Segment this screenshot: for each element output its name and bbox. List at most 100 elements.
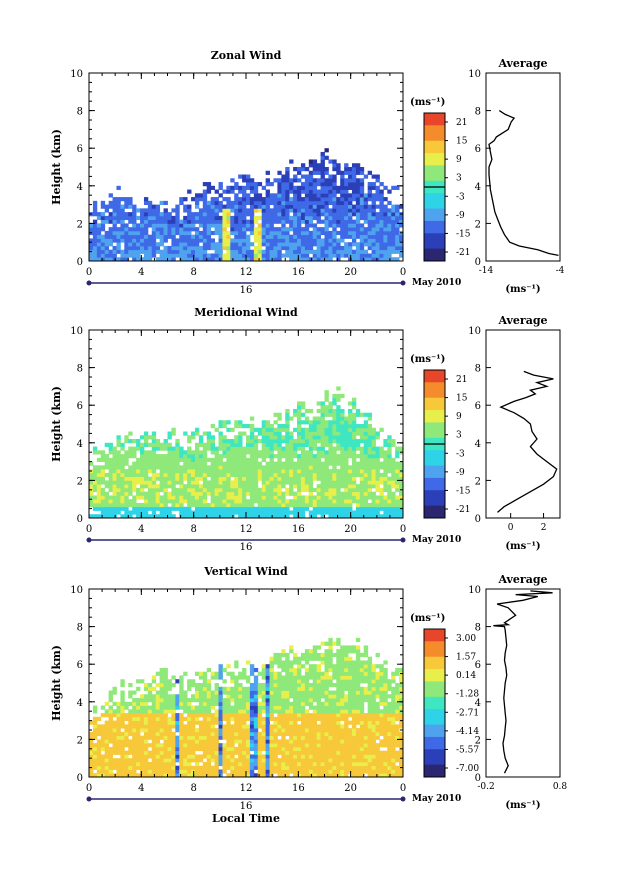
heatmap-cell <box>257 716 263 721</box>
heatmap-cell <box>281 197 286 202</box>
heatmap-cell <box>222 506 227 511</box>
heatmap-cell <box>367 495 373 500</box>
heatmap-cell <box>336 212 341 217</box>
heatmap-cell <box>198 230 204 236</box>
heatmap-cell <box>191 731 196 737</box>
heatmap-cell <box>222 472 227 478</box>
heatmap-cell <box>222 761 227 767</box>
heatmap-cell <box>198 197 204 202</box>
heatmap-cell <box>336 405 341 410</box>
heatmap-cell <box>348 424 353 429</box>
heatmap-cell <box>222 495 227 500</box>
heatmap-cell <box>198 701 204 706</box>
heatmap-cell <box>304 690 310 695</box>
heatmap-cell <box>238 454 243 459</box>
heatmap-cell <box>253 758 259 763</box>
heatmap-cell <box>238 450 243 455</box>
heatmap-cell <box>348 495 353 500</box>
heatmap-cell <box>108 242 113 247</box>
heatmap-cell <box>293 656 298 661</box>
heatmap-cell <box>163 724 168 729</box>
heatmap-cell <box>194 476 200 481</box>
heatmap-cell <box>143 758 149 763</box>
heatmap-cell <box>179 200 184 205</box>
heatmap-cell <box>320 155 325 160</box>
heatmap-cell <box>340 491 345 496</box>
heatmap-cell <box>210 461 216 466</box>
heatmap-cell <box>143 709 149 714</box>
heatmap-cell <box>175 724 180 729</box>
day-bar-start <box>86 280 92 286</box>
heatmap-cell <box>226 238 231 243</box>
heatmap-cell <box>120 720 125 725</box>
heatmap-cell <box>355 506 361 511</box>
heatmap-cell <box>395 219 400 224</box>
heatmap-cell <box>246 491 251 496</box>
heatmap-cell <box>128 487 133 493</box>
heatmap-cell <box>191 705 196 710</box>
heatmap-cell <box>167 472 172 478</box>
heatmap-cell <box>293 212 298 217</box>
colorbar-segment <box>424 196 445 200</box>
heatmap-cell <box>336 170 341 175</box>
heatmap-cell <box>293 249 298 254</box>
heatmap-cell <box>100 257 106 262</box>
heatmap-cell <box>281 253 286 258</box>
heatmap-cell <box>194 758 200 763</box>
heatmap-cell <box>320 242 325 247</box>
heatmap-cell <box>297 675 302 680</box>
heatmap-cell <box>375 446 380 451</box>
heatmap-cell <box>155 773 161 778</box>
heatmap-cell <box>336 491 341 496</box>
colorbar-segment <box>424 131 445 136</box>
heatmap-cell <box>281 499 286 504</box>
heatmap-cell <box>226 215 231 221</box>
heatmap-cell <box>269 439 274 444</box>
heatmap-cell <box>194 427 200 432</box>
heatmap-cell <box>163 502 168 508</box>
heatmap-cell <box>312 170 318 175</box>
heatmap-cell <box>399 242 404 247</box>
heatmap-cell <box>281 698 286 703</box>
heatmap-cell <box>210 197 216 202</box>
heatmap-cell <box>281 514 286 519</box>
heatmap-cell <box>136 743 141 748</box>
heatmap-cell <box>104 713 110 718</box>
heatmap-cell <box>108 227 113 232</box>
heatmap-cell <box>238 761 243 767</box>
heatmap-cell <box>340 442 345 447</box>
heatmap-cell <box>171 230 176 236</box>
heatmap-cell <box>355 230 361 236</box>
heatmap-cell <box>163 495 168 500</box>
heatmap-cell <box>202 761 208 767</box>
heatmap-cell <box>163 215 168 221</box>
heatmap-cell <box>293 461 298 466</box>
heatmap-cell <box>171 716 176 721</box>
heatmap-cell <box>308 480 314 485</box>
heatmap-cell <box>253 484 259 489</box>
heatmap-cell <box>222 743 227 748</box>
heatmap-cell <box>257 773 263 778</box>
heatmap-cell <box>183 750 188 755</box>
heatmap-cell <box>348 454 353 459</box>
heatmap-cell <box>359 208 365 213</box>
heatmap-cell <box>238 472 243 478</box>
heatmap-cell <box>214 735 219 740</box>
heatmap-cell <box>375 242 380 247</box>
heatmap-cell <box>253 499 259 504</box>
heatmap-cell <box>387 249 392 254</box>
heatmap-cell <box>261 495 267 500</box>
heatmap-cell <box>300 249 306 254</box>
heatmap-cell <box>140 514 145 519</box>
heatmap-cell <box>308 193 314 198</box>
heatmap-cell <box>191 698 196 703</box>
heatmap-cell <box>218 510 223 515</box>
heatmap-cell <box>198 484 204 489</box>
heatmap-cell <box>363 427 369 432</box>
heatmap-cell <box>242 480 247 485</box>
heatmap-cell <box>375 487 380 493</box>
heatmap-cell <box>367 454 373 459</box>
heatmap-cell <box>359 491 365 496</box>
heatmap-cell <box>143 683 149 688</box>
heatmap-cell <box>387 457 392 462</box>
